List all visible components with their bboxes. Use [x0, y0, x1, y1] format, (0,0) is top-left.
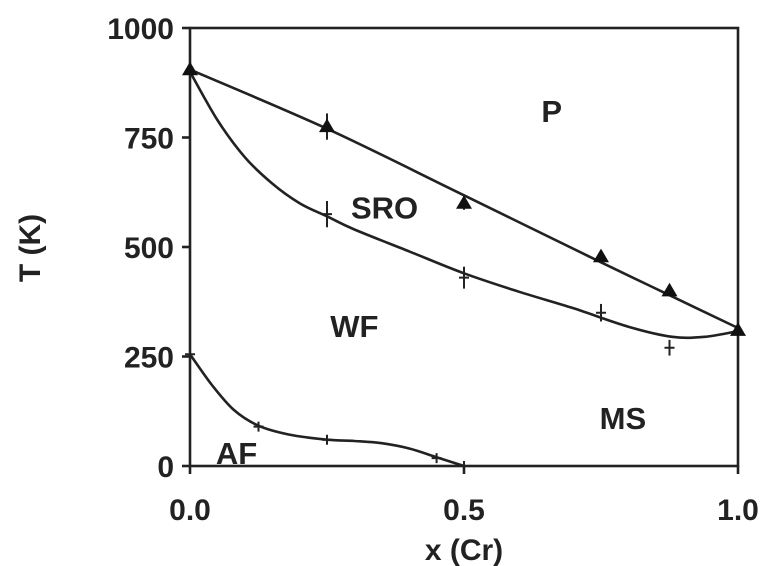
data-point-triangle [319, 118, 335, 133]
x-tick-label: 0.0 [169, 494, 211, 527]
region-label-af: AF [216, 436, 257, 471]
y-tick-label: 250 [124, 342, 174, 375]
data-point-triangle [456, 195, 472, 209]
x-tick-label: 0.5 [443, 494, 485, 527]
region-label-ms: MS [600, 401, 647, 436]
y-tick-label: 0 [157, 451, 174, 484]
data-point-plus [459, 272, 469, 283]
y-tick-label: 1000 [107, 13, 174, 46]
region-labels: P SRO WF MS AF [216, 94, 646, 471]
data-point-plus [253, 421, 264, 432]
data-point-plus [185, 349, 195, 360]
y-tick-label: 500 [124, 232, 174, 265]
region-label-sro: SRO [351, 191, 418, 226]
y-tick-label: 750 [124, 123, 174, 156]
data-point-triangle [730, 322, 746, 336]
data-point-plus [596, 307, 606, 318]
region-label-wf: WF [330, 309, 378, 344]
data-point-plus [664, 342, 675, 353]
data-point-triangle [661, 282, 678, 297]
data-point-plus [322, 434, 332, 445]
plot-frame [188, 26, 740, 468]
boundary-curve-2 [188, 71, 739, 340]
data-point-plus [431, 453, 442, 464]
data-point-triangle [182, 61, 198, 76]
axes: 0 250 500 750 1000 0.0 0.5 1.0 [107, 13, 759, 527]
data-point-plus [322, 209, 332, 220]
y-axis-label: T (K) [14, 214, 47, 282]
region-label-p: P [541, 94, 562, 129]
x-tick-label: 1.0 [717, 494, 759, 527]
data-point-plus [459, 461, 469, 471]
data-points [182, 61, 746, 471]
data-point-triangle [593, 248, 609, 263]
x-axis-label: x (Cr) [425, 534, 503, 566]
